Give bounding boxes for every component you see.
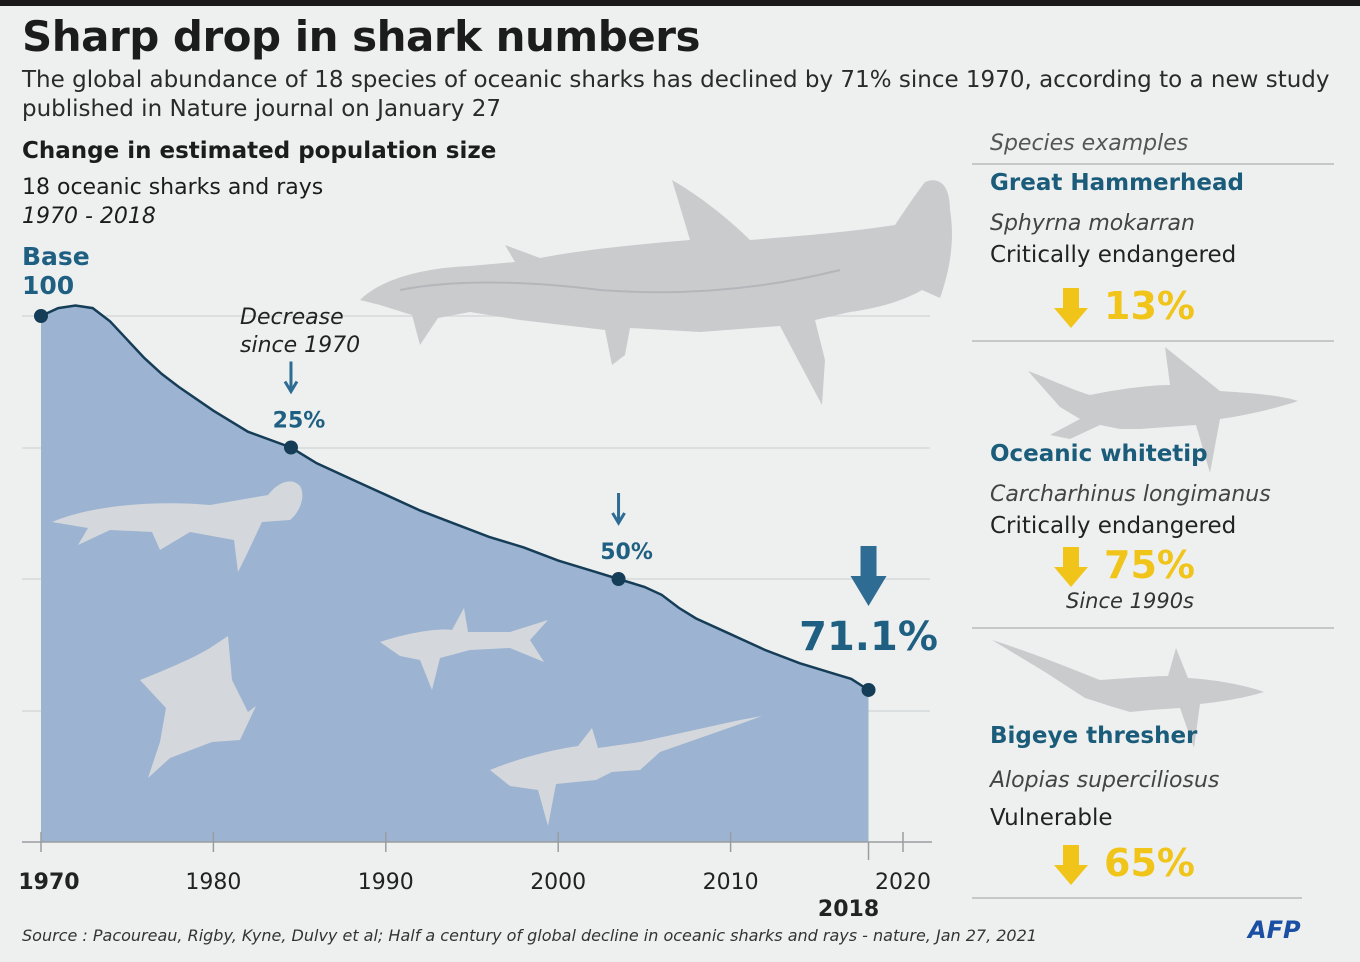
arrow-down-icon [611,493,626,526]
species-note: Since 1990s [1066,589,1194,613]
oceanic-whitetip-illustration-icon [1028,347,1298,473]
top-rule [0,0,1360,6]
species-scientific: Carcharhinus longimanus [990,482,1271,507]
data-point [861,682,876,697]
base-label-text: Base [22,242,90,271]
species-decline: 13% [1104,284,1195,328]
divider [972,163,1334,165]
chart-title: Change in estimated population size [22,138,497,164]
data-point [34,309,48,323]
species-name: Great Hammerhead [990,170,1244,196]
data-label: 50% [600,540,653,565]
species-decline: 65% [1104,841,1195,885]
divider [972,340,1334,342]
population-line [40,304,870,692]
page-subtitle: The global abundance of 18 species of oc… [22,67,1330,122]
decrease-note-line2: since 1970 [240,333,360,358]
species-status: Critically endangered [990,513,1237,539]
species-name: Oceanic whitetip [990,441,1208,467]
x-tick-label: 1970 [18,870,79,895]
decrease-note-line1: Decrease [240,305,344,330]
x-tick-label: 1990 [358,870,414,895]
ray-silhouette-icon [140,636,256,778]
data-point [283,440,298,455]
page-title: Sharp drop in shark numbers [22,12,700,61]
x-tick-label: 1980 [185,870,241,895]
base-value-text: 100 [22,271,75,300]
chart-marks: 25% 50% 71.1% [34,309,938,697]
chart-period: 1970 - 2018 [22,204,156,229]
thresher-silhouette-icon [490,716,762,826]
species-status: Vulnerable [990,805,1113,831]
chart-silhouettes [52,481,762,826]
down-arrow-icon [1054,845,1088,885]
x-tick-label: 2010 [703,870,759,895]
x-tick-label: 2018 [818,897,879,922]
arrow-down-icon [850,545,887,606]
divider [972,627,1334,629]
population-area [41,305,869,842]
down-arrow-icon [1054,547,1088,587]
hammerhead-silhouette-icon [52,481,303,572]
species-heading: Species examples [990,131,1189,156]
chart-subtitle: 18 oceanic sharks and rays [22,175,324,200]
species-decline: 75% [1104,543,1195,587]
divider [972,897,1302,899]
source-note: Source : Pacoureau, Rigby, Kyne, Dulvy e… [22,926,1037,945]
species-scientific: Alopias superciliosus [990,768,1220,793]
x-tick-label: 2020 [875,870,931,895]
great-hammerhead-illustration-icon [360,180,952,405]
species-scientific: Sphyrna mokarran [990,211,1195,236]
base-label: Base 100 [22,242,90,300]
afp-logo: AFP [1248,916,1301,944]
data-label: 25% [273,409,326,434]
bigeye-thresher-illustration-icon [992,640,1264,748]
data-point [611,572,626,586]
species-status: Critically endangered [990,242,1237,268]
whitetip-silhouette-icon [380,608,548,690]
arrow-down-icon [283,361,299,395]
x-tick-label: 2000 [530,870,586,895]
species-name: Bigeye thresher [990,723,1198,749]
down-arrow-icon [1054,288,1088,328]
data-label: 71.1% [799,614,938,660]
